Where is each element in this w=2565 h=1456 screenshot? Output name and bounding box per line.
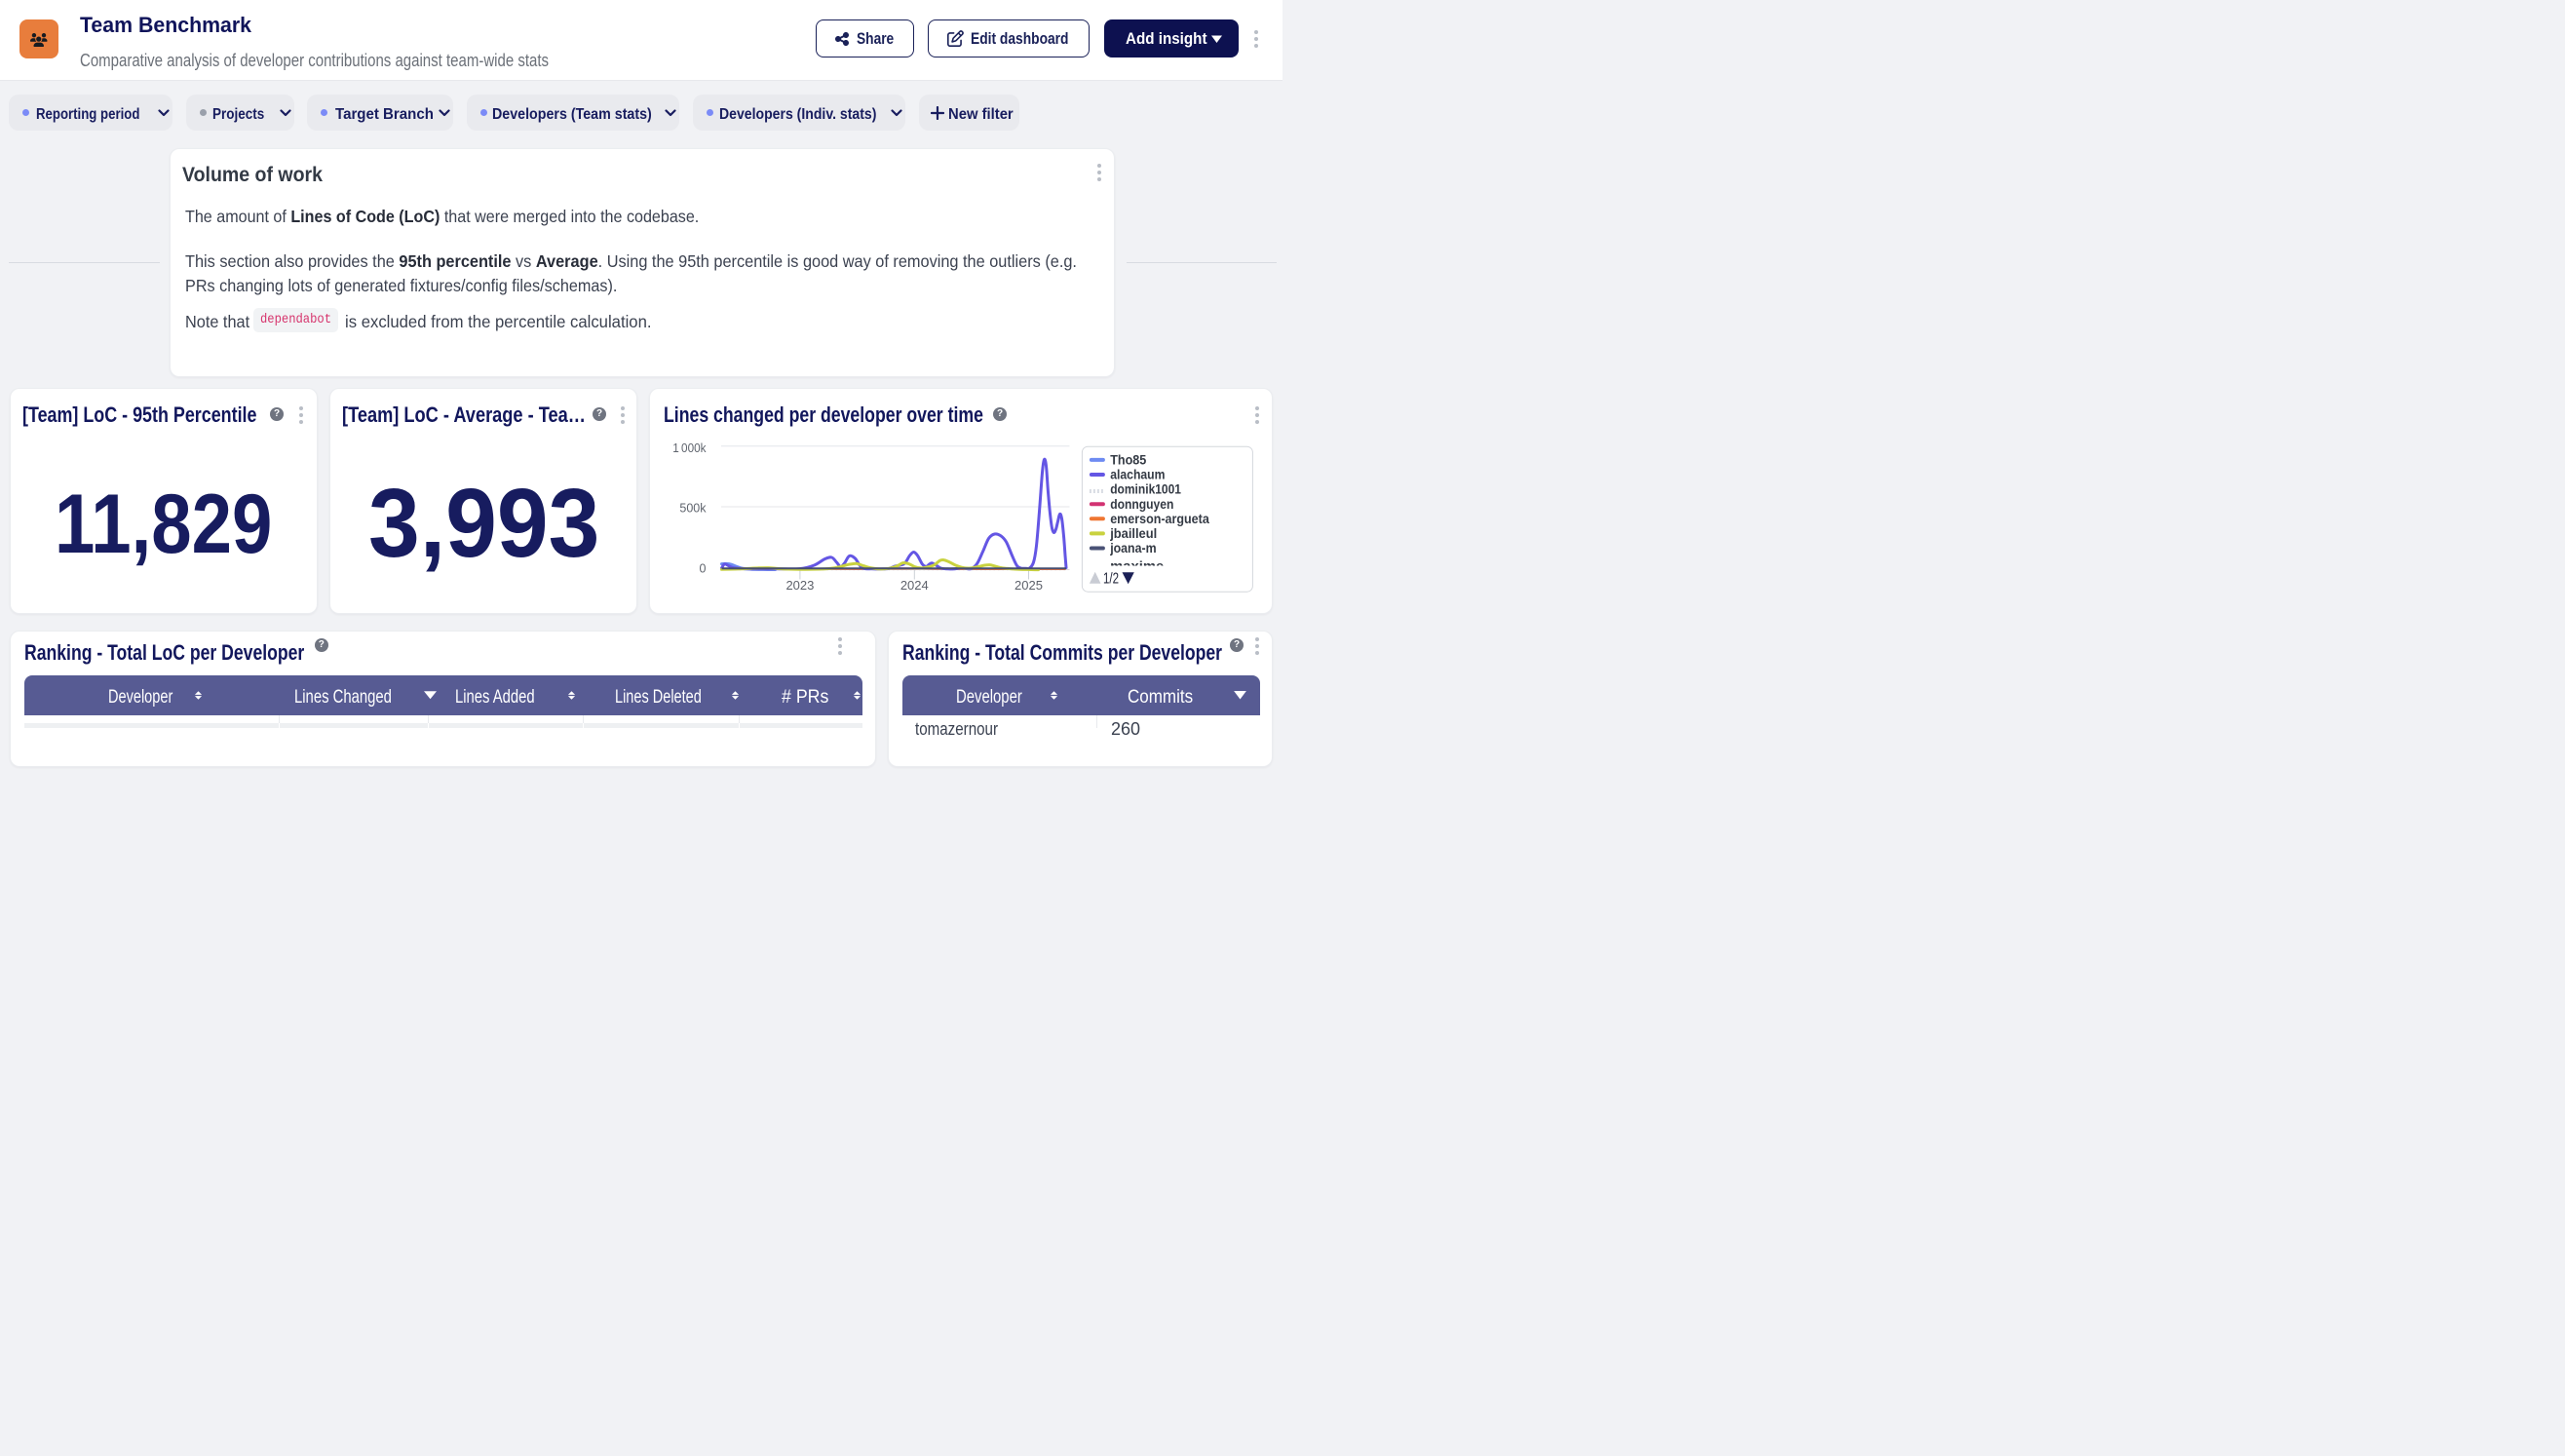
svg-text:2023: 2023 [785,578,814,593]
svg-text:emerson-argueta: emerson-argueta [1110,512,1209,526]
svg-text:alachaum: alachaum [1110,468,1165,482]
svg-text:donnguyen: donnguyen [1110,497,1173,512]
svg-text:Tho85: Tho85 [1110,453,1147,468]
svg-text:500k: 500k [679,502,707,516]
svg-text:2024: 2024 [900,578,928,593]
svg-text:0: 0 [699,561,706,575]
svg-text:1/2: 1/2 [1103,571,1119,588]
svg-text:joana-m: joana-m [1109,541,1156,556]
svg-text:dominik1001: dominik1001 [1110,482,1181,497]
svg-text:jbailleul: jbailleul [1109,526,1157,541]
svg-text:2025: 2025 [1015,578,1043,593]
svg-text:1 000k: 1 000k [672,441,707,455]
